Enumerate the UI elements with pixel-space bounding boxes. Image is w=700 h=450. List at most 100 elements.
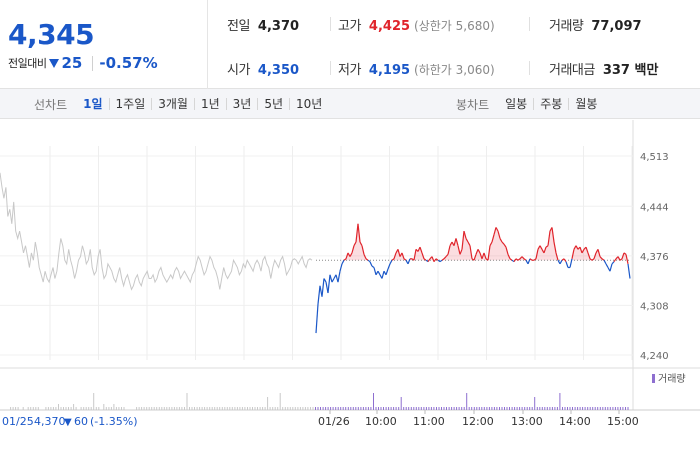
volume-bar — [315, 407, 316, 410]
volume-bar — [367, 407, 369, 410]
volume-bar — [58, 404, 59, 410]
candle-monthly[interactable]: 월봉 — [568, 98, 603, 110]
candle-weekly[interactable]: 주봉 — [533, 98, 568, 110]
volume-bar — [209, 407, 211, 410]
series-today-segment — [423, 258, 427, 261]
series-today-segment — [543, 246, 547, 254]
volume-bar — [579, 407, 581, 410]
volume-bar — [501, 407, 503, 410]
series-today-segment — [499, 238, 503, 243]
volume-bar — [400, 397, 402, 410]
volume-bar — [153, 407, 155, 410]
volume-bar — [302, 407, 304, 410]
series-today-segment — [517, 258, 521, 261]
series-today-segment — [367, 259, 371, 263]
series-today-segment — [331, 278, 335, 283]
stat-high: 고가 4,425 (상한가 5,680) — [338, 15, 495, 34]
series-today-segment — [437, 259, 441, 263]
period-1y[interactable]: 1년 — [193, 98, 226, 110]
series-today-segment — [575, 245, 579, 250]
volume-bar — [627, 407, 629, 410]
stat-value: 337 백만 — [602, 63, 659, 78]
volume-bar — [327, 407, 329, 410]
series-today-segment — [613, 258, 617, 263]
period-1d[interactable]: 1일 — [83, 97, 103, 111]
line-chart-title: 선차트 — [34, 97, 68, 112]
volume-bar — [332, 407, 334, 410]
divider — [529, 61, 530, 75]
series-today-segment — [563, 258, 567, 263]
volume-bar — [428, 407, 430, 410]
volume-bar — [254, 407, 256, 410]
volume-bar — [55, 407, 57, 410]
series-today-segment — [611, 261, 615, 265]
candle-daily[interactable]: 일봉 — [505, 97, 528, 111]
series-today-segment — [483, 252, 487, 259]
series-today-segment — [535, 249, 539, 259]
volume-bar — [206, 407, 208, 410]
volume-bar — [231, 407, 233, 410]
volume-bar — [539, 407, 541, 410]
volume-bar — [463, 407, 465, 410]
volume-bar — [587, 407, 589, 410]
period-5y[interactable]: 5년 — [257, 98, 289, 110]
series-today-segment — [601, 258, 605, 261]
volume-bar — [143, 407, 145, 410]
series-today-segment — [617, 256, 621, 261]
series-today-segment — [585, 246, 589, 254]
volume-bar — [473, 407, 475, 410]
chart-lines — [0, 172, 631, 334]
series-today-segment — [553, 241, 557, 254]
series-today-segment — [619, 258, 623, 261]
series-today-segment — [625, 254, 629, 265]
volume-legend-label: 거래량 — [658, 373, 686, 385]
volume-bar — [345, 407, 347, 410]
series-today-segment — [579, 246, 583, 254]
series-today-segment — [605, 263, 609, 268]
volume-bar — [415, 407, 417, 410]
volume-bar — [194, 407, 195, 410]
quote-header: 4,345 전일대비 25 -0.57% 전일 4,370 고가 4,425 (… — [0, 0, 700, 89]
volume-bar — [138, 407, 140, 410]
series-today-segment — [477, 249, 481, 254]
x-tick-label: 11:00 — [413, 415, 445, 428]
volume-bar — [176, 407, 178, 410]
volume-bar — [619, 407, 621, 410]
x-tick-label: 13:00 — [511, 415, 543, 428]
x-tick-label: 01/26 — [318, 415, 350, 428]
volume-bar — [320, 407, 321, 410]
period-1w[interactable]: 1주일 — [108, 98, 152, 110]
series-today-segment — [377, 270, 381, 276]
volume-bar — [418, 407, 420, 410]
series-today-segment — [623, 252, 627, 255]
period-3m[interactable]: 3개월 — [151, 98, 194, 110]
series-today-segment — [327, 274, 331, 294]
volume-bar — [373, 393, 374, 410]
current-price: 4,345 — [8, 18, 95, 51]
volume-bar — [274, 407, 276, 410]
volume-bar — [156, 407, 158, 410]
volume-bar — [337, 407, 339, 410]
period-3y[interactable]: 3년 — [225, 98, 258, 110]
series-today-segment — [453, 238, 457, 246]
series-today-segment — [371, 265, 375, 268]
series-today-segment — [487, 245, 491, 261]
series-today-segment — [349, 252, 353, 257]
series-today-segment — [587, 252, 591, 259]
volume-bars — [10, 393, 629, 410]
volume-bar — [249, 407, 251, 410]
volume-bar — [171, 407, 173, 410]
volume-bar — [312, 407, 314, 410]
stat-sub: (상한가 5,680) — [414, 19, 495, 33]
volume-bar — [355, 407, 357, 410]
series-today-segment — [503, 243, 507, 248]
stat-value: 77,097 — [591, 19, 642, 34]
price-chart[interactable]: 4,513 4,444 4,376 4,308 4,240 01/26 10:00 11:0… — [0, 120, 700, 450]
volume-bar — [95, 407, 97, 410]
volume-bar — [488, 407, 490, 410]
volume-bar — [166, 407, 168, 410]
period-10y[interactable]: 10년 — [289, 98, 328, 110]
volume-bar — [17, 407, 19, 410]
volume-bar — [241, 407, 243, 410]
volume-bar — [262, 407, 264, 410]
